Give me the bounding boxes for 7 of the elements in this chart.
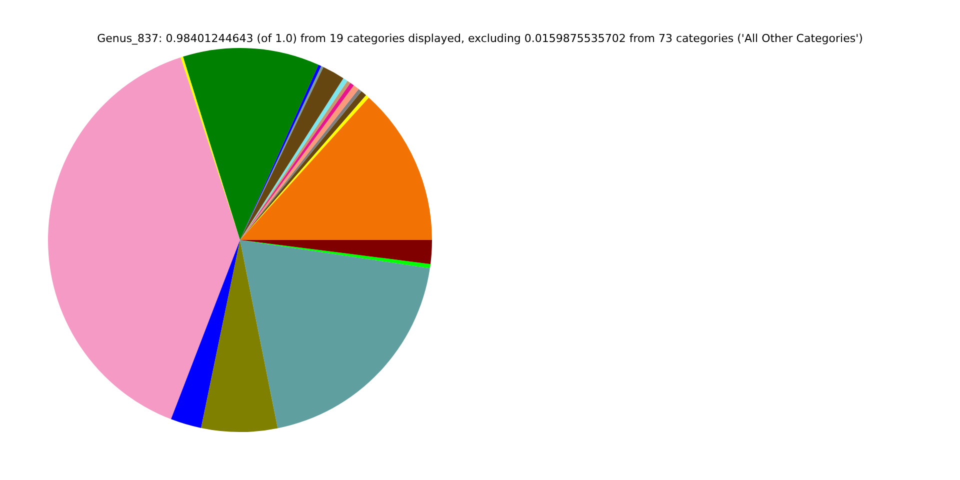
pie-slice — [201, 240, 278, 432]
pie-slice — [240, 98, 432, 240]
pie-slice — [182, 48, 318, 240]
text: Genus_837: 0.98401244643 (of 1.0) from 19 categories displayed, excluding 0.0159875535702 from 73 categories ('All Other Categories') — [97, 32, 863, 45]
pie-slice — [48, 57, 240, 420]
pie-slice — [240, 240, 430, 428]
pie-slice — [171, 240, 240, 428]
